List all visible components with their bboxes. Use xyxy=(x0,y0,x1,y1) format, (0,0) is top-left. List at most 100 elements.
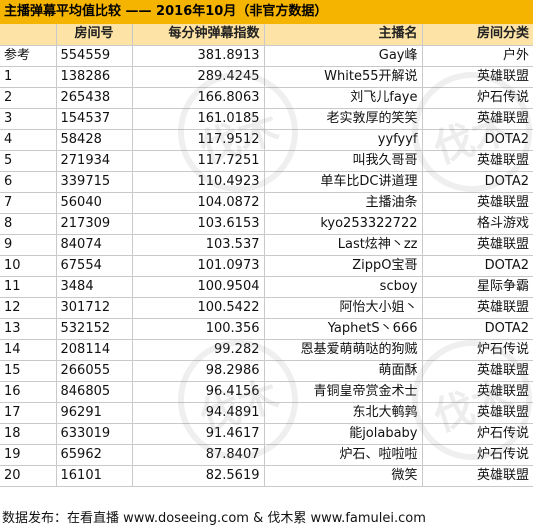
cell-streamer-name: 炉石、啦啦啦 xyxy=(264,444,423,466)
cell-room-id: 3484 xyxy=(56,276,133,298)
cell-streamer-name: 东北大鹌鹑 xyxy=(264,402,423,424)
table-row: 19 65962 87.8407 炉石、啦啦啦 炉石传说 xyxy=(0,444,533,466)
cell-danmaku-index: 289.4245 xyxy=(132,66,265,88)
header-room-id: 房间号 xyxy=(56,24,133,46)
cell-rank: 8 xyxy=(0,213,57,235)
cell-rank: 19 xyxy=(0,444,57,466)
cell-streamer-name: YaphetS丶666 xyxy=(264,318,423,340)
table-header-row: 房间号 每分钟弹幕指数 主播名 房间分类 xyxy=(0,24,533,46)
cell-room-category: 英雄联盟 xyxy=(422,402,533,424)
cell-danmaku-index: 100.9504 xyxy=(132,276,265,298)
cell-rank: 12 xyxy=(0,297,57,319)
cell-room-id: 84074 xyxy=(56,234,133,256)
ranking-table: 房间号 每分钟弹幕指数 主播名 房间分类 参考 554559 381.8913 Gay… xyxy=(0,24,533,487)
cell-streamer-name: 青铜皇帝赏金术士 xyxy=(264,381,423,403)
cell-room-id: 846805 xyxy=(56,381,133,403)
cell-room-category: 英雄联盟 xyxy=(422,465,533,487)
cell-rank: 13 xyxy=(0,318,57,340)
cell-danmaku-index: 82.5619 xyxy=(132,465,265,487)
table-row: 10 67554 101.0973 ZippO宝哥 DOTA2 xyxy=(0,255,533,277)
cell-danmaku-index: 91.4617 xyxy=(132,423,265,445)
cell-room-category: 炉石传说 xyxy=(422,444,533,466)
cell-rank: 6 xyxy=(0,171,57,193)
cell-danmaku-index: 96.4156 xyxy=(132,381,265,403)
cell-room-id: 96291 xyxy=(56,402,133,424)
cell-rank: 9 xyxy=(0,234,57,256)
table-row: 16 846805 96.4156 青铜皇帝赏金术士 英雄联盟 xyxy=(0,381,533,403)
cell-room-id: 208114 xyxy=(56,339,133,361)
cell-room-category: DOTA2 xyxy=(422,318,533,340)
cell-rank: 16 xyxy=(0,381,57,403)
cell-room-category: 炉石传说 xyxy=(422,339,533,361)
cell-room-id: 554559 xyxy=(56,45,133,67)
cell-room-id: 532152 xyxy=(56,318,133,340)
cell-streamer-name: 老实敦厚的笑笑 xyxy=(264,108,423,130)
cell-rank: 14 xyxy=(0,339,57,361)
cell-room-category: 英雄联盟 xyxy=(422,297,533,319)
cell-danmaku-index: 161.0185 xyxy=(132,108,265,130)
cell-rank: 10 xyxy=(0,255,57,277)
cell-danmaku-index: 100.5422 xyxy=(132,297,265,319)
cell-streamer-name: 能jolababy xyxy=(264,423,423,445)
cell-danmaku-index: 117.7251 xyxy=(132,150,265,172)
cell-danmaku-index: 166.8063 xyxy=(132,87,265,109)
cell-danmaku-index: 117.9512 xyxy=(132,129,265,151)
cell-room-category: 英雄联盟 xyxy=(422,66,533,88)
table-row: 13 532152 100.356 YaphetS丶666 DOTA2 xyxy=(0,318,533,340)
table-row: 11 3484 100.9504 scboy 星际争霸 xyxy=(0,276,533,298)
cell-room-category: 户外 xyxy=(422,45,533,67)
cell-danmaku-index: 94.4891 xyxy=(132,402,265,424)
cell-room-id: 154537 xyxy=(56,108,133,130)
cell-room-id: 633019 xyxy=(56,423,133,445)
cell-danmaku-index: 87.8407 xyxy=(132,444,265,466)
table-row: 20 16101 82.5619 微笑 英雄联盟 xyxy=(0,465,533,487)
table-row: 8 217309 103.6153 kyo253322722 格斗游戏 xyxy=(0,213,533,235)
cell-danmaku-index: 98.2986 xyxy=(132,360,265,382)
cell-room-category: 英雄联盟 xyxy=(422,360,533,382)
cell-room-id: 266055 xyxy=(56,360,133,382)
cell-room-category: 英雄联盟 xyxy=(422,234,533,256)
cell-room-id: 65962 xyxy=(56,444,133,466)
cell-rank: 3 xyxy=(0,108,57,130)
cell-room-id: 339715 xyxy=(56,171,133,193)
cell-streamer-name: 萌面酥 xyxy=(264,360,423,382)
cell-rank: 1 xyxy=(0,66,57,88)
cell-room-category: 英雄联盟 xyxy=(422,381,533,403)
cell-room-category: 格斗游戏 xyxy=(422,213,533,235)
cell-rank: 7 xyxy=(0,192,57,214)
table-row: 3 154537 161.0185 老实敦厚的笑笑 英雄联盟 xyxy=(0,108,533,130)
cell-room-id: 67554 xyxy=(56,255,133,277)
table-body: 参考 554559 381.8913 Gay峰 户外 1 138286 289.4245 Whi… xyxy=(0,45,533,487)
cell-streamer-name: 恩基爱萌萌哒的狗贼 xyxy=(264,339,423,361)
cell-room-category: 炉石传说 xyxy=(422,423,533,445)
table-row: 9 84074 103.537 Last炫神丶zz 英雄联盟 xyxy=(0,234,533,256)
cell-room-category: 英雄联盟 xyxy=(422,108,533,130)
table-row: 1 138286 289.4245 White55开解说 英雄联盟 xyxy=(0,66,533,88)
cell-danmaku-index: 381.8913 xyxy=(132,45,265,67)
cell-room-id: 138286 xyxy=(56,66,133,88)
cell-rank: 11 xyxy=(0,276,57,298)
cell-streamer-name: 单车比DC讲道理 xyxy=(264,171,423,193)
cell-streamer-name: Gay峰 xyxy=(264,45,423,67)
cell-rank: 5 xyxy=(0,150,57,172)
footer-source: 数据发布：在看直播 www.doseeing.com & 伐木累 www.fam… xyxy=(2,511,426,526)
table-row: 7 56040 104.0872 主播油条 英雄联盟 xyxy=(0,192,533,214)
cell-streamer-name: scboy xyxy=(264,276,423,298)
table-row: 18 633019 91.4617 能jolababy 炉石传说 xyxy=(0,423,533,445)
table-row: 2 265438 166.8063 刘飞儿faye 炉石传说 xyxy=(0,87,533,109)
cell-room-category: 炉石传说 xyxy=(422,87,533,109)
cell-streamer-name: 阿怡大小姐丶 xyxy=(264,297,423,319)
table-row: 12 301712 100.5422 阿怡大小姐丶 英雄联盟 xyxy=(0,297,533,319)
cell-room-id: 271934 xyxy=(56,150,133,172)
table-row: 6 339715 110.4923 单车比DC讲道理 DOTA2 xyxy=(0,171,533,193)
table-row: 4 58428 117.9512 yyfyyf DOTA2 xyxy=(0,129,533,151)
table-row: 14 208114 99.282 恩基爱萌萌哒的狗贼 炉石传说 xyxy=(0,339,533,361)
cell-rank: 17 xyxy=(0,402,57,424)
cell-room-id: 217309 xyxy=(56,213,133,235)
cell-room-id: 16101 xyxy=(56,465,133,487)
cell-room-category: 星际争霸 xyxy=(422,276,533,298)
cell-danmaku-index: 103.537 xyxy=(132,234,265,256)
header-rank xyxy=(0,24,57,46)
cell-danmaku-index: 103.6153 xyxy=(132,213,265,235)
cell-room-id: 301712 xyxy=(56,297,133,319)
